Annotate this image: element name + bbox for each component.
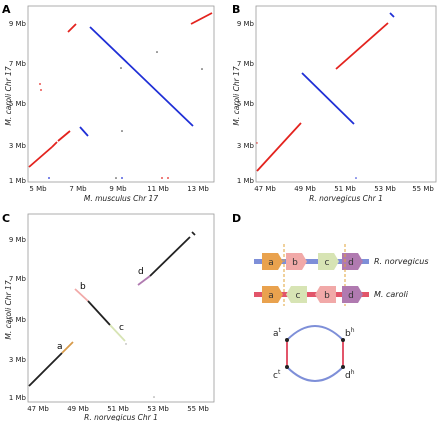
- gene-arrow-d: [342, 253, 363, 270]
- panel-b-label: B: [232, 3, 240, 16]
- panel-d: D a b c d R. norvegicus a c: [232, 212, 429, 382]
- panel-b-xlabel: R. norvegicus Chr 1: [309, 194, 383, 203]
- segment-label-b: b: [80, 282, 86, 292]
- node-label-a: at: [273, 327, 282, 339]
- panel-b-yticks: 1 Mb 3 Mb 5 Mb 7 Mb 9 Mb: [237, 20, 255, 185]
- tick-label: 5 Mb: [9, 100, 27, 108]
- tick-label: 7 Mb: [9, 275, 27, 283]
- node-label-d: dh: [345, 369, 355, 381]
- adjacency-graph: at bh ct dh: [273, 325, 355, 382]
- gene-arrow-a: [262, 253, 283, 270]
- gene-label: c: [296, 291, 301, 301]
- node-label-c: ct: [273, 369, 281, 381]
- segment-label-c: c: [119, 323, 124, 333]
- gene-arrow-a: [262, 286, 283, 303]
- tick-label: 7 Mb: [237, 60, 255, 68]
- species-label-bottom: M. caroli: [374, 290, 409, 299]
- tick-label: 49 Mb: [67, 405, 89, 413]
- gene-arrow-d: [342, 286, 363, 303]
- gene-label: b: [292, 258, 298, 268]
- tick-label: 7 Mb: [69, 185, 87, 193]
- tick-label: 3 Mb: [237, 142, 255, 150]
- panel-a-ylabel: M. caroli Chr 17: [4, 66, 13, 125]
- tick-label: 9 Mb: [109, 185, 127, 193]
- tick-label: 49 Mb: [294, 185, 316, 193]
- tick-label: 5 Mb: [237, 100, 255, 108]
- tick-label: 51 Mb: [107, 405, 129, 413]
- tick-label: 9 Mb: [9, 20, 27, 28]
- panel-a-frame: [27, 5, 215, 183]
- panel-b-frame: [255, 5, 437, 183]
- panel-c-segment-labels: a b c d: [57, 267, 144, 352]
- gene-label: d: [348, 291, 354, 301]
- node-label-b: bh: [345, 327, 355, 339]
- chromosome-top: a b c d R. norvegicus: [254, 253, 429, 270]
- panel-a-xlabel: M. musculus Chr 17: [84, 194, 158, 203]
- panel-c: C a b c d 47 Mb 49 Mb 51 Mb 53 Mb 55: [2, 212, 215, 421]
- gene-label: d: [348, 258, 354, 268]
- gene-label: a: [268, 258, 274, 268]
- gene-arrow-c: [286, 286, 307, 303]
- tick-label: 9 Mb: [9, 236, 27, 244]
- tick-label: 9 Mb: [237, 20, 255, 28]
- tick-label: 3 Mb: [9, 356, 27, 364]
- panel-c-xticks: 47 Mb 49 Mb 51 Mb 53 Mb 55 Mb: [27, 405, 209, 413]
- tick-label: 13 Mb: [187, 185, 209, 193]
- panel-a-reverse-dots: [48, 177, 123, 179]
- panel-c-xlabel: R. norvegicus Chr 1: [84, 413, 158, 421]
- panel-c-ylabel: M. caroli Chr 17: [4, 280, 13, 339]
- panel-d-label: D: [232, 212, 241, 225]
- tick-label: 53 Mb: [374, 185, 396, 193]
- panel-c-dots: [125, 343, 155, 398]
- panel-b-forward-blocks: [256, 22, 389, 172]
- panel-b-xticks: 47 Mb 49 Mb 51 Mb 53 Mb 55 Mb: [254, 185, 434, 193]
- adjacency-edge-top: [286, 325, 344, 341]
- tick-label: 55 Mb: [412, 185, 434, 193]
- tick-label: 7 Mb: [9, 60, 27, 68]
- gene-label: a: [268, 291, 274, 301]
- panel-b-ylabel: M. caroli Chr 17: [232, 66, 241, 125]
- tick-label: 5 Mb: [9, 316, 27, 324]
- tick-label: 1 Mb: [9, 394, 27, 402]
- segment-label-d: d: [138, 267, 144, 277]
- panel-c-label: C: [2, 212, 10, 225]
- tick-label: 47 Mb: [27, 405, 49, 413]
- gene-arrow-c: [318, 253, 339, 270]
- chromosome-bottom: a c b d M. caroli: [254, 286, 409, 303]
- panel-a-reverse-blocks: [79, 26, 194, 137]
- panel-a: A: [2, 3, 215, 203]
- panel-a-forward-blocks: [28, 12, 213, 168]
- panel-a-noise-dots: [115, 51, 203, 179]
- panel-c-synteny-blocks: [28, 231, 196, 387]
- gene-label: c: [325, 258, 330, 268]
- panel-a-xticks: 5 Mb 7 Mb 9 Mb 11 Mb 13 Mb: [29, 185, 209, 193]
- segment-label-a: a: [57, 342, 63, 352]
- gene-label: b: [324, 291, 330, 301]
- tick-label: 3 Mb: [9, 142, 27, 150]
- adjacency-edge-bottom: [286, 366, 344, 382]
- tick-label: 5 Mb: [29, 185, 47, 193]
- tick-label: 47 Mb: [254, 185, 276, 193]
- panel-c-frame: [27, 213, 215, 403]
- tick-label: 1 Mb: [237, 177, 255, 185]
- tick-label: 11 Mb: [147, 185, 169, 193]
- species-label-top: R. norvegicus: [374, 257, 429, 266]
- panel-b: B 47 Mb 49 Mb 51 Mb 53 Mb 55 Mb 1 Mb 3 M…: [232, 3, 437, 203]
- tick-label: 55 Mb: [187, 405, 209, 413]
- panel-a-forward-dots: [39, 83, 169, 179]
- panel-a-label: A: [2, 3, 11, 16]
- gene-arrow-b: [286, 253, 307, 270]
- panel-a-yticks: 1 Mb 3 Mb 5 Mb 7 Mb 9 Mb: [9, 20, 27, 185]
- panel-b-dots: [256, 142, 357, 179]
- panel-b-reverse-blocks: [301, 12, 395, 125]
- panel-c-yticks: 1 Mb 3 Mb 5 Mb 7 Mb 9 Mb: [9, 236, 27, 402]
- tick-label: 53 Mb: [147, 405, 169, 413]
- gene-arrow-b: [315, 286, 336, 303]
- tick-label: 51 Mb: [334, 185, 356, 193]
- tick-label: 1 Mb: [9, 177, 27, 185]
